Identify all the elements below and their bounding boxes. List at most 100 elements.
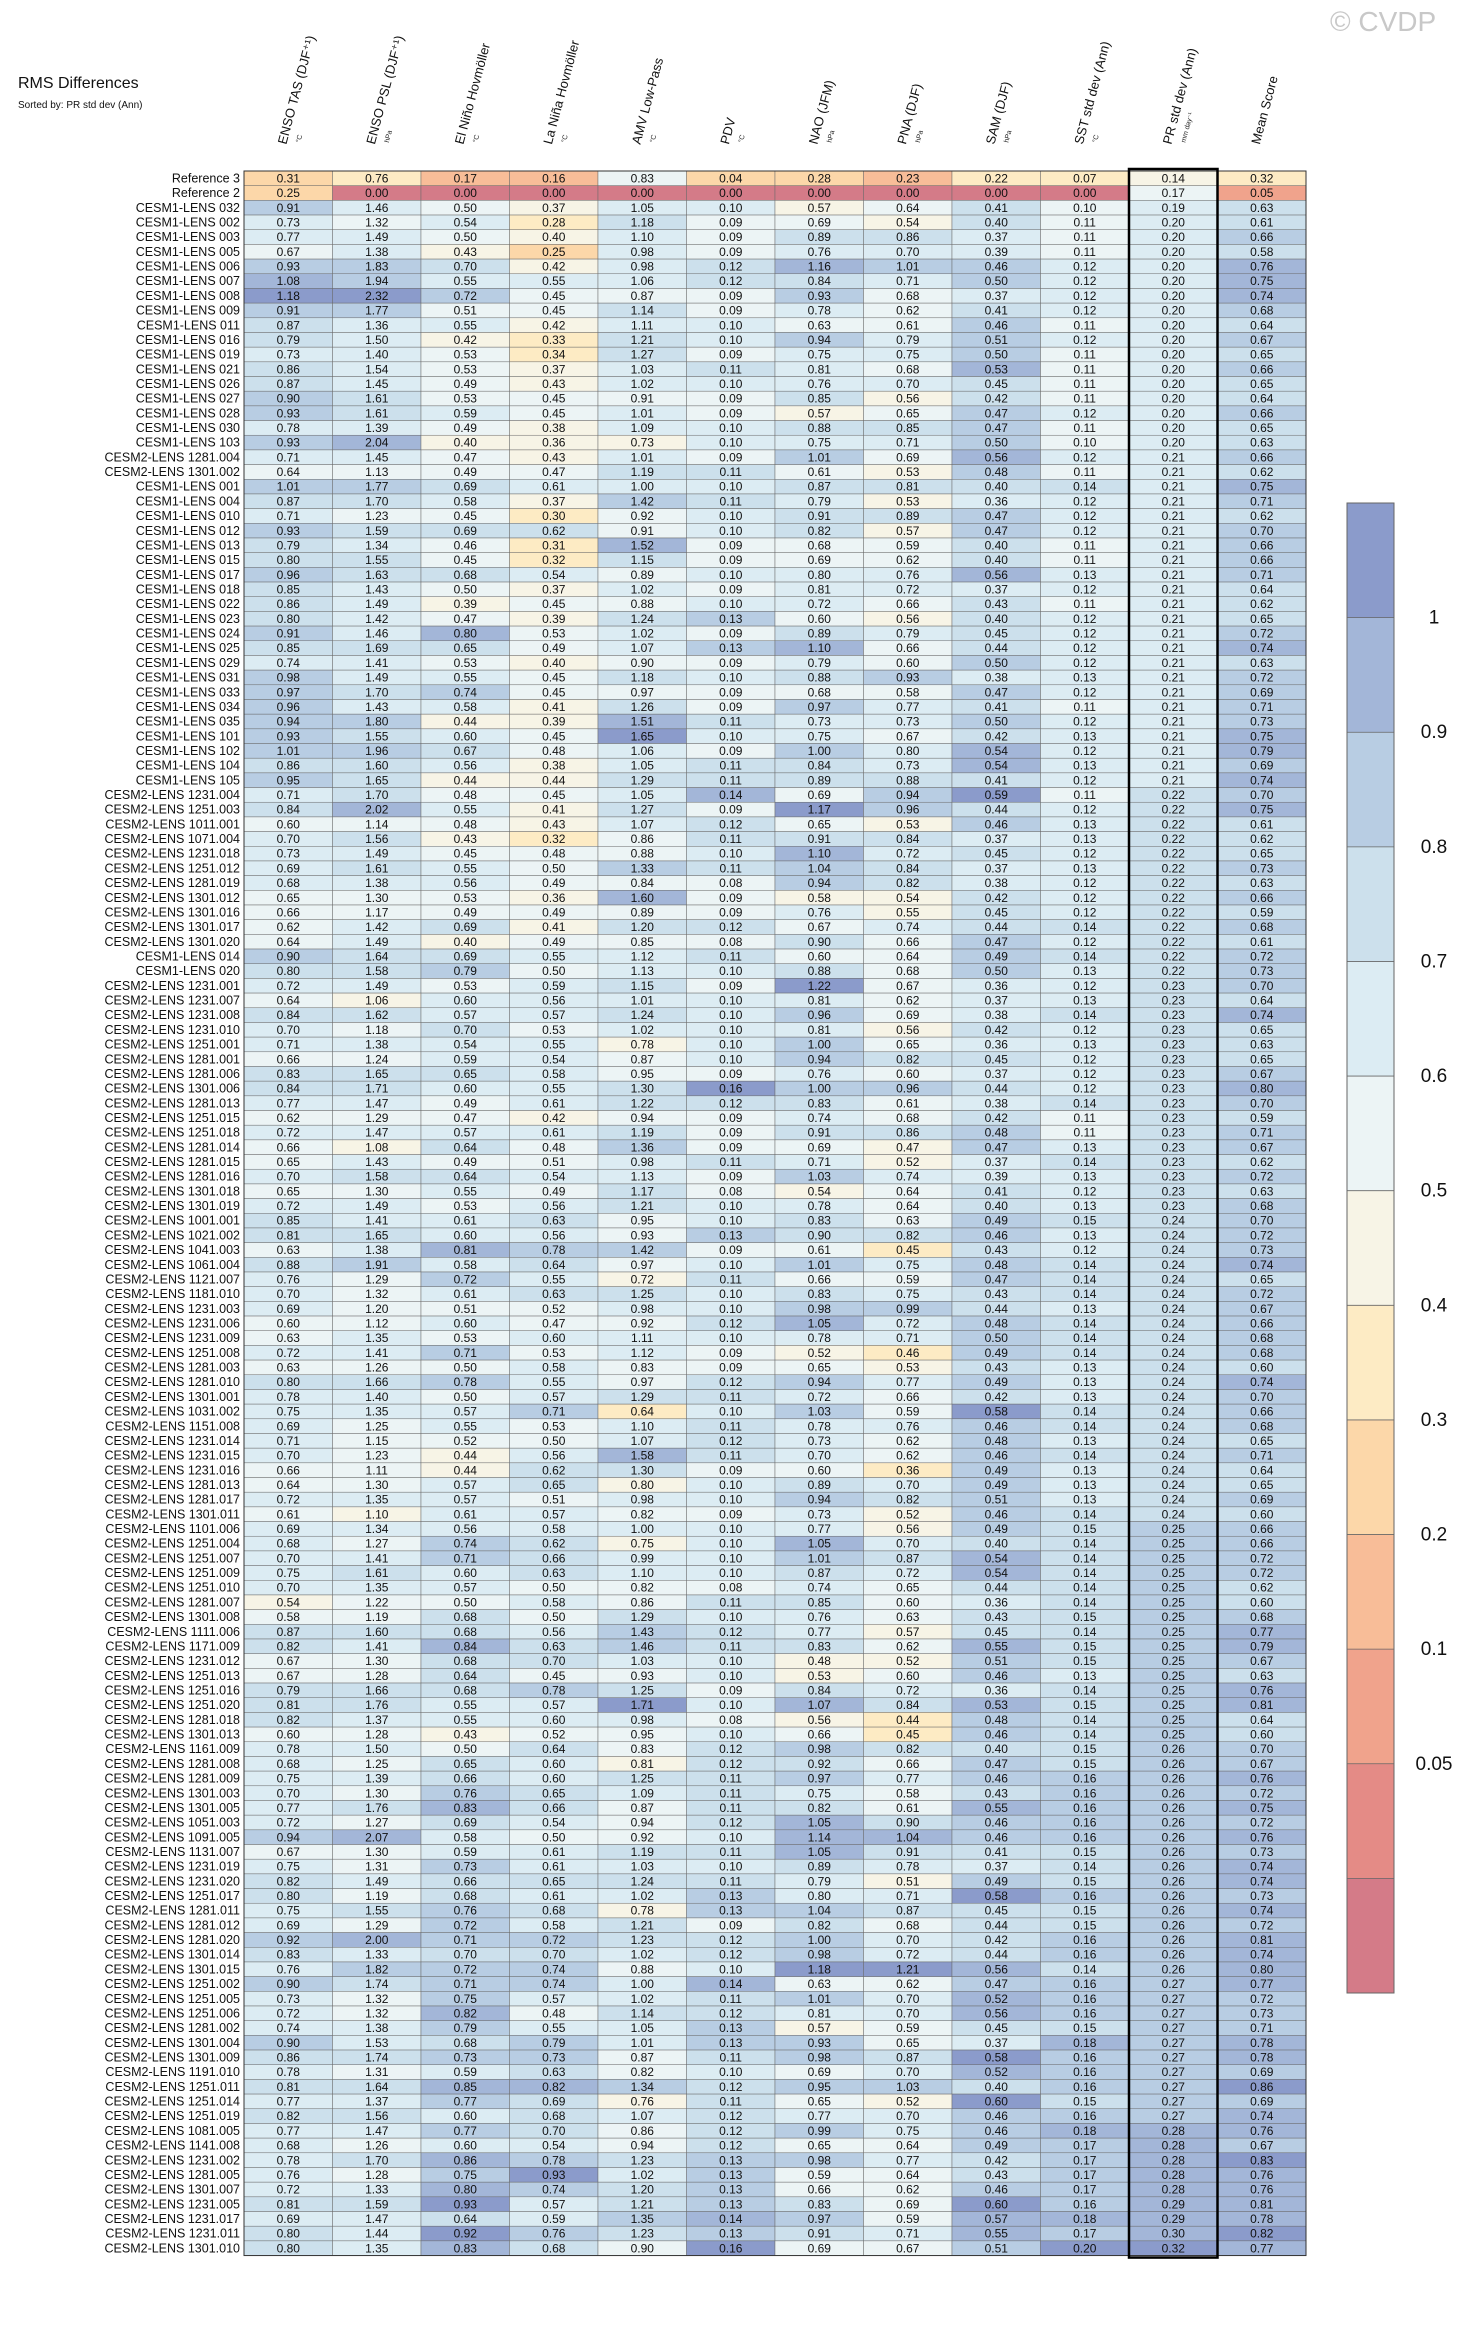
row-label: CESM2-LENS 1251.011 [105,2080,240,2094]
cell-value: 0.28 [542,215,566,229]
cell-value: 0.26 [1162,1845,1186,1859]
cell-value: 1.24 [365,1052,389,1066]
cell-value: 0.12 [719,920,743,934]
cell-value: 0.68 [896,362,920,376]
cell-value: 0.81 [808,994,832,1008]
cell-value: 0.13 [1073,759,1097,773]
cell-value: 0.44 [985,1581,1009,1595]
cell-value: 0.78 [1250,2212,1274,2226]
cell-value: 0.14 [1073,1331,1097,1345]
cell-value: 0.76 [896,1419,920,1433]
cell-value: 1.49 [365,1199,389,1213]
cell-value: 0.98 [808,1948,832,1962]
row-label: CESM2-LENS 1251.001 [105,1038,241,1052]
cell-value: 0.98 [631,1302,655,1316]
cell-value: 0.20 [1162,362,1186,376]
cell-value: 0.75 [896,2124,920,2138]
cell-value: 1.46 [631,1639,655,1653]
cell-value: 0.66 [1250,1316,1274,1330]
cell-value: 0.75 [896,1287,920,1301]
cell-value: 0.66 [1250,362,1274,376]
cell-value: 0.61 [454,1214,478,1228]
cell-value: 0.70 [1250,979,1274,993]
cell-value: 0.13 [1073,832,1097,846]
row-label: CESM1-LENS 004 [136,494,240,508]
cell-value: 0.74 [542,1962,566,1976]
cell-value: 0.83 [277,1067,301,1081]
cell-value: 0.00 [454,186,478,200]
cell-value: 0.82 [631,1507,655,1521]
cell-value: 0.76 [1250,2168,1274,2182]
cell-value: 0.18 [1073,2036,1097,2050]
cell-value: 0.09 [719,406,743,420]
row-label: CESM2-LENS 1301.003 [105,1786,241,1800]
cell-value: 0.49 [985,1214,1009,1228]
cell-value: 0.70 [808,1449,832,1463]
cell-value: 0.65 [1250,1023,1274,1037]
cell-value: 0.23 [1162,1008,1186,1022]
cell-value: 1.27 [365,1816,389,1830]
cell-value: 1.00 [631,1977,655,1991]
cell-value: 0.56 [985,1962,1009,1976]
cell-value: 0.22 [1162,935,1186,949]
cell-value: 0.43 [542,450,566,464]
cell-value: 0.98 [808,1742,832,1756]
cell-value: 0.37 [542,582,566,596]
cell-value: 0.64 [542,1258,566,1272]
row-label: CESM2-LENS 1231.011 [105,2227,240,2241]
row-label: CESM2-LENS 1251.013 [105,1669,241,1683]
cell-value: 1.30 [365,1786,389,1800]
cell-value: 0.83 [808,1287,832,1301]
cell-value: 1.07 [808,1698,832,1712]
cell-value: 0.42 [985,1023,1009,1037]
cell-value: 1.70 [365,2153,389,2167]
cell-value: 0.26 [1162,1933,1186,1947]
cell-value: 1.41 [365,1551,389,1565]
row-label: CESM2-LENS 1281.005 [105,2168,241,2182]
cell-value: 0.53 [896,1361,920,1375]
row-label: CESM2-LENS 1191.010 [105,2065,240,2079]
cell-value: 1.18 [277,289,301,303]
cell-value: 0.98 [808,2050,832,2064]
cell-value: 0.55 [985,1801,1009,1815]
cell-value: 0.57 [808,201,832,215]
cell-value: 0.60 [985,2197,1009,2211]
row-label: CESM1-LENS 024 [136,627,240,641]
cell-value: 0.68 [454,568,478,582]
cell-value: 0.29 [1162,2212,1186,2226]
cell-value: 0.93 [277,406,301,420]
cell-value: 0.48 [985,1126,1009,1140]
cell-value: 1.20 [365,1302,389,1316]
cell-value: 0.79 [542,2036,566,2050]
row-label: CESM2-LENS 1231.012 [105,1654,241,1668]
cell-value: 0.66 [1250,553,1274,567]
cell-value: 0.53 [542,1023,566,1037]
cell-value: 0.27 [1162,2050,1186,2064]
cell-value: 0.14 [1073,1962,1097,1976]
cell-value: 1.49 [365,935,389,949]
cell-value: 1.06 [631,274,655,288]
cell-value: 0.23 [1162,1111,1186,1125]
cell-value: 0.74 [808,1111,832,1125]
cell-value: 0.26 [1162,1948,1186,1962]
cell-value: 0.16 [1073,2065,1097,2079]
cell-value: 0.73 [1250,2006,1274,2020]
cell-value: 0.16 [1073,1772,1097,1786]
cell-value: 0.11 [720,1595,743,1609]
cell-value: 0.11 [720,861,743,875]
cell-value: 1.66 [365,1375,389,1389]
cell-value: 0.24 [1162,1272,1186,1286]
row-label: CESM2-LENS 1231.019 [105,1860,241,1874]
cell-value: 0.70 [896,2065,920,2079]
cell-value: 1.13 [631,964,655,978]
cell-value: 0.64 [277,994,301,1008]
cell-value: 0.26 [1162,1918,1186,1932]
cell-value: 0.53 [454,979,478,993]
cell-value: 0.13 [719,2036,743,2050]
cell-value: 0.24 [1162,1302,1186,1316]
cell-value: 0.87 [808,1566,832,1580]
cell-value: 0.46 [985,1228,1009,1242]
column-unit: °C [294,134,304,144]
cell-value: 0.98 [631,245,655,259]
cell-value: 0.62 [1250,465,1274,479]
